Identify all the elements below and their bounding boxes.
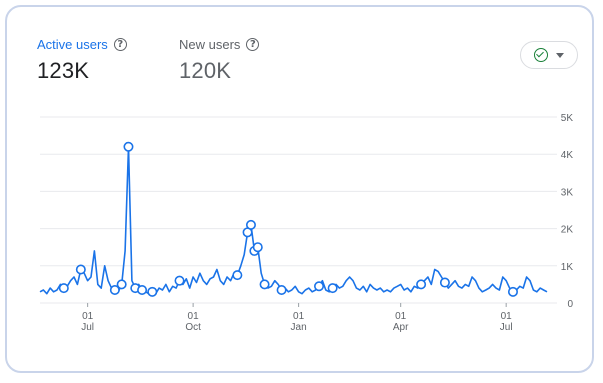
data-point-marker[interactable]	[245, 219, 256, 230]
y-tick-label: 0	[567, 299, 573, 310]
series-line	[39, 146, 548, 295]
new-users-label: New users	[179, 37, 241, 52]
data-point-marker[interactable]	[327, 283, 338, 294]
x-tick-day: 01	[395, 311, 407, 322]
new-users-value: 120K	[179, 58, 232, 83]
caret-down-icon	[556, 52, 564, 58]
data-point-marker[interactable]	[58, 283, 69, 294]
data-point-marker[interactable]	[75, 264, 86, 275]
x-tick-month: Jul	[500, 322, 513, 333]
new-users-metric[interactable]: New users ? 120K	[179, 37, 260, 84]
data-point-marker[interactable]	[507, 286, 518, 297]
y-tick-label: 1K	[561, 262, 574, 273]
data-point-marker[interactable]	[276, 284, 287, 295]
y-tick-label: 2K	[561, 225, 574, 236]
x-tick-day: 01	[501, 311, 513, 322]
data-point-marker[interactable]	[416, 279, 427, 290]
data-point-marker[interactable]	[137, 284, 148, 295]
active-users-metric[interactable]: Active users ? 123K	[37, 37, 127, 84]
data-point-marker[interactable]	[147, 286, 158, 297]
data-point-marker[interactable]	[252, 242, 263, 253]
data-point-marker[interactable]	[109, 284, 120, 295]
help-icon[interactable]: ?	[246, 38, 260, 51]
x-tick-month: Jan	[291, 322, 307, 333]
data-point-marker[interactable]	[439, 277, 450, 288]
active-users-label: Active users	[37, 37, 108, 52]
x-tick-month: Jul	[81, 322, 94, 333]
x-tick-day: 01	[188, 311, 200, 322]
active-users-value: 123K	[37, 58, 90, 83]
analytics-card: Active users ? 123K New users ? 120K 5K 4…	[5, 5, 594, 373]
y-tick-label: 4K	[561, 150, 574, 161]
y-tick-label: 5K	[561, 113, 574, 124]
y-tick-label: 3K	[561, 187, 574, 198]
data-point-marker[interactable]	[116, 279, 127, 290]
x-tick-month: Apr	[393, 322, 409, 333]
data-point-marker[interactable]	[174, 275, 185, 286]
data-point-marker[interactable]	[314, 281, 325, 292]
x-tick-month: Oct	[185, 322, 201, 333]
help-icon[interactable]: ?	[113, 38, 127, 51]
x-tick-day: 01	[293, 311, 305, 322]
data-point-marker[interactable]	[123, 141, 134, 152]
compare-dropdown-button[interactable]	[520, 41, 578, 69]
data-point-marker[interactable]	[259, 279, 270, 290]
data-point-marker[interactable]	[232, 270, 243, 281]
x-tick-day: 01	[82, 311, 94, 322]
check-circle-icon	[534, 48, 548, 62]
